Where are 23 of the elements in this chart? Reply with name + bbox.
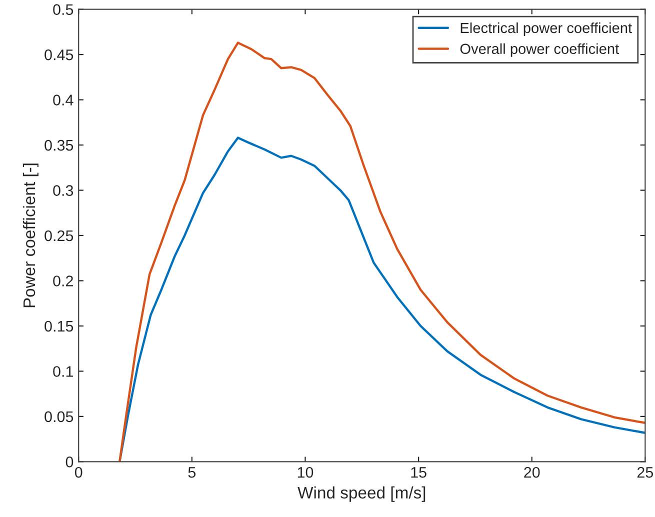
x-tick-label: 20 [524, 466, 540, 478]
y-tick-label: 0.5 [53, 4, 74, 15]
y-tick-label: 0.2 [53, 276, 73, 286]
x-tick-label: 15 [411, 467, 426, 478]
y-axis-title: Power coefficient [-] [22, 164, 38, 308]
y-tick-label: 0.1 [53, 366, 73, 377]
y-tick-label: 0.3 [53, 185, 74, 196]
legend-label: Electrical power coefficient [460, 22, 632, 36]
y-tick-label: 0.05 [44, 411, 74, 422]
line-series [118, 42, 646, 462]
x-axis-title: Wind speed [m/s] [298, 486, 426, 502]
line-series [118, 136, 646, 462]
y-tick-label: 0.4 [53, 94, 74, 106]
legend-label: Overall power coefficient [460, 43, 619, 57]
x-tick-label: 10 [298, 466, 314, 478]
y-tick-label: 0 [66, 456, 74, 468]
x-tick-label: 5 [188, 467, 196, 478]
y-tick-label: 0.35 [44, 140, 74, 151]
y-tick-label: 0.25 [44, 230, 74, 242]
y-tick-label: 0.15 [44, 320, 74, 332]
y-tick-label: 0.45 [44, 49, 74, 60]
x-tick-label: 0 [74, 466, 82, 478]
x-tick-label: 25 [637, 466, 654, 478]
